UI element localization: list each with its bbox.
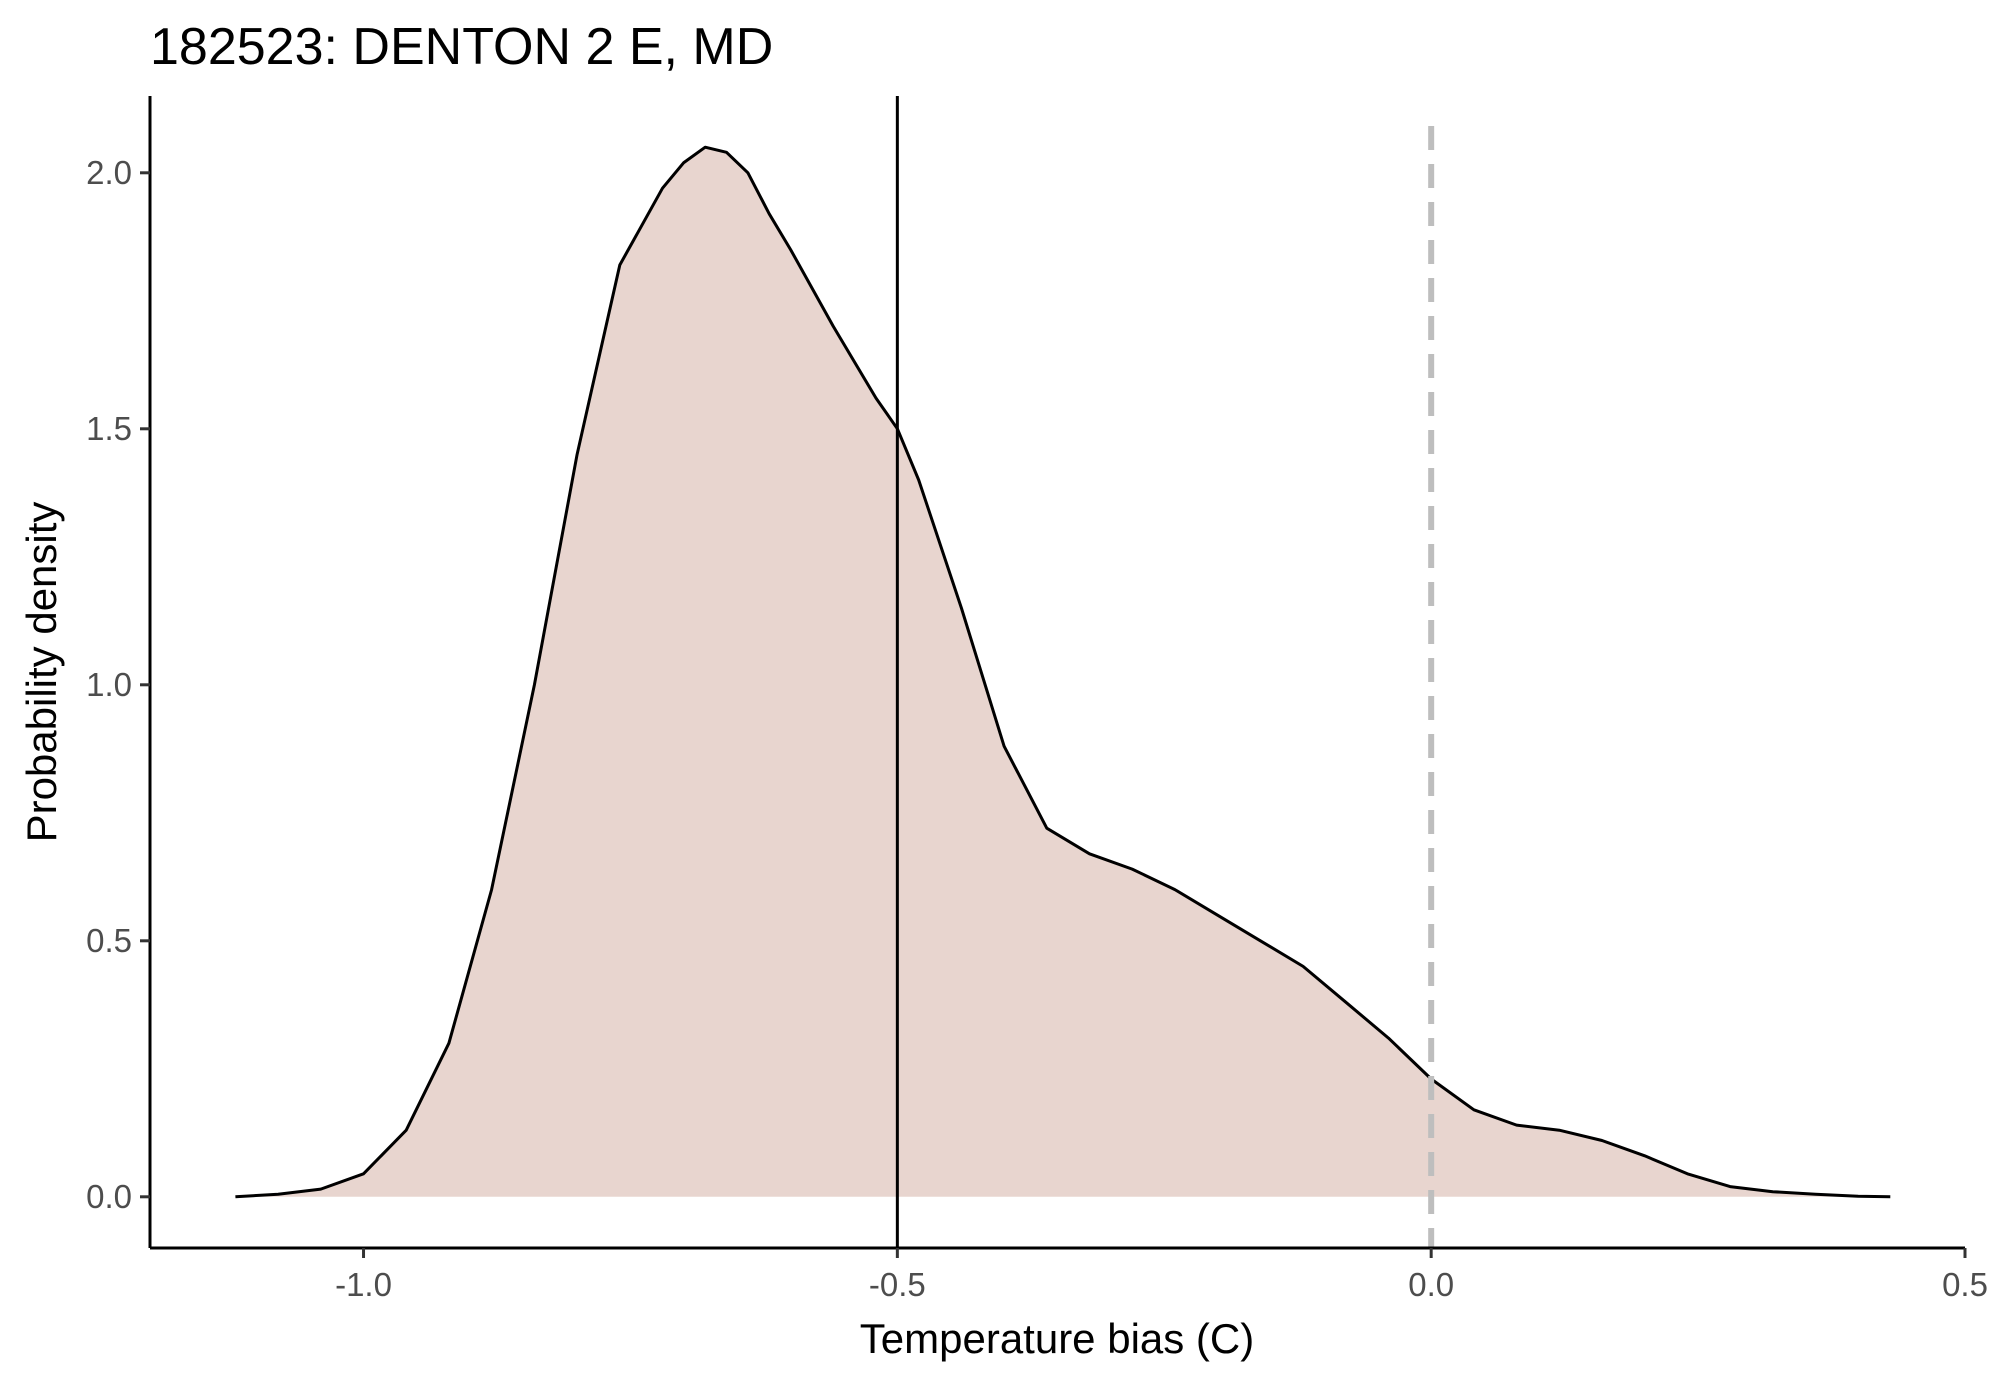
density-fill-0 <box>235 147 1891 1197</box>
y-axis-title: Probability density <box>18 502 65 843</box>
y-tick-label: 1.5 <box>86 410 132 447</box>
y-axis: 0.0 0.5 1.0 1.5 2.0 <box>86 96 152 1248</box>
plot-area <box>235 96 1891 1248</box>
x-tick-label: 0.0 <box>1408 1266 1454 1303</box>
x-tick-label: -1.0 <box>335 1266 392 1303</box>
x-axis: -1.0 -0.5 0.0 0.5 <box>150 1246 1988 1303</box>
y-tick-label: 2.0 <box>86 154 132 191</box>
x-tick-label: -0.5 <box>869 1266 926 1303</box>
y-tick-label: 0.5 <box>86 922 132 959</box>
chart-title: 182523: DENTON 2 E, MD <box>150 18 773 76</box>
y-tick-label: 1.0 <box>86 666 132 703</box>
x-tick-label: 0.5 <box>1942 1266 1988 1303</box>
x-axis-title: Temperature bias (C) <box>860 1315 1254 1362</box>
y-tick-label: 0.0 <box>86 1178 132 1215</box>
density-line-0 <box>235 145 1891 1199</box>
